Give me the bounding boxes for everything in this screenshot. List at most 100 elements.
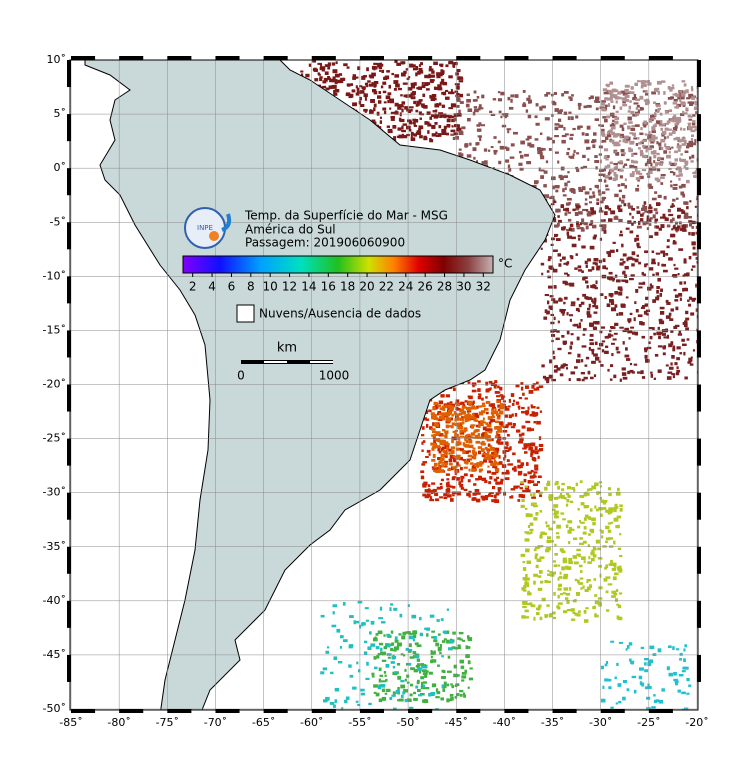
sst-pixel bbox=[580, 587, 583, 590]
sst-pixel bbox=[547, 536, 552, 540]
sst-pixel bbox=[565, 593, 571, 596]
sst-pixel bbox=[513, 131, 518, 135]
sst-pixel bbox=[618, 291, 623, 296]
sst-pixel bbox=[651, 262, 656, 265]
sst-pixel bbox=[605, 590, 609, 594]
sst-pixel bbox=[592, 554, 597, 558]
sst-pixel bbox=[562, 518, 566, 521]
sst-pixel bbox=[328, 85, 333, 90]
sst-pixel bbox=[687, 101, 692, 104]
sst-pixel bbox=[331, 624, 337, 628]
sst-pixel bbox=[467, 454, 473, 458]
sst-pixel bbox=[352, 74, 356, 79]
sst-pixel bbox=[601, 191, 606, 195]
sst-pixel bbox=[472, 406, 478, 410]
sst-pixel bbox=[643, 145, 648, 149]
sst-pixel bbox=[396, 663, 401, 666]
sst-pixel bbox=[629, 362, 633, 366]
sst-pixel bbox=[458, 148, 462, 151]
sst-pixel bbox=[410, 683, 414, 687]
sst-pixel bbox=[675, 372, 680, 376]
sst-pixel bbox=[589, 339, 594, 342]
sst-pixel bbox=[412, 118, 417, 121]
sst-pixel bbox=[613, 562, 617, 567]
sst-pixel bbox=[364, 640, 368, 644]
sst-pixel bbox=[672, 127, 678, 132]
sst-pixel bbox=[644, 90, 648, 94]
sst-pixel bbox=[595, 107, 599, 111]
sst-pixel bbox=[456, 454, 461, 459]
sst-pixel bbox=[578, 304, 582, 308]
sst-pixel bbox=[658, 335, 661, 340]
sst-pixel bbox=[418, 99, 423, 102]
sst-pixel bbox=[460, 694, 463, 697]
sst-pixel bbox=[685, 317, 690, 321]
sst-pixel bbox=[559, 492, 563, 496]
sst-pixel bbox=[339, 73, 343, 76]
sst-pixel bbox=[389, 607, 392, 612]
sst-pixel bbox=[505, 159, 510, 163]
sst-pixel bbox=[559, 109, 563, 112]
sst-pixel bbox=[515, 384, 520, 388]
sst-pixel bbox=[670, 362, 673, 366]
sst-pixel bbox=[547, 480, 551, 484]
sst-pixel bbox=[604, 174, 609, 179]
sst-pixel bbox=[447, 115, 452, 119]
sst-pixel bbox=[431, 79, 434, 84]
sst-pixel bbox=[554, 185, 560, 189]
sst-pixel bbox=[630, 660, 635, 664]
sst-pixel bbox=[613, 172, 617, 176]
sst-pixel bbox=[642, 305, 646, 308]
sst-pixel bbox=[485, 411, 489, 415]
sst-pixel bbox=[534, 412, 539, 416]
legend-label: Nuvens/Ausencia de dados bbox=[259, 307, 421, 321]
sst-pixel bbox=[658, 699, 663, 704]
sst-pixel bbox=[604, 678, 609, 682]
sst-pixel bbox=[526, 161, 532, 165]
sst-pixel bbox=[557, 320, 560, 324]
sst-pixel bbox=[681, 80, 686, 83]
sst-pixel bbox=[644, 354, 648, 359]
colorbar-label: 22 bbox=[379, 280, 394, 294]
sst-pixel bbox=[426, 493, 430, 496]
sst-pixel bbox=[635, 170, 641, 175]
sst-pixel bbox=[438, 125, 442, 129]
sst-pixel bbox=[446, 698, 450, 703]
sst-pixel bbox=[488, 421, 492, 426]
sst-pixel bbox=[657, 345, 663, 348]
sst-pixel bbox=[459, 435, 465, 438]
sst-pixel bbox=[340, 77, 344, 82]
sst-pixel bbox=[681, 183, 686, 188]
sst-pixel bbox=[631, 215, 634, 219]
sst-pixel bbox=[570, 116, 574, 121]
sst-pixel bbox=[535, 565, 539, 568]
sst-pixel bbox=[453, 132, 458, 136]
sst-pixel bbox=[400, 694, 404, 698]
sst-pixel bbox=[633, 317, 636, 322]
sst-pixel bbox=[524, 397, 528, 400]
sst-pixel bbox=[368, 74, 374, 78]
sst-pixel bbox=[538, 385, 544, 389]
sst-pixel bbox=[632, 331, 635, 335]
sst-pixel bbox=[457, 644, 461, 648]
sst-pixel bbox=[346, 83, 352, 87]
sst-pixel bbox=[554, 497, 559, 500]
sst-pixel bbox=[580, 359, 584, 363]
sst-pixel bbox=[619, 139, 622, 143]
sst-pixel bbox=[669, 119, 675, 122]
sst-pixel bbox=[636, 254, 640, 257]
sst-pixel bbox=[495, 391, 501, 394]
sst-pixel bbox=[394, 636, 398, 641]
sst-pixel bbox=[592, 194, 596, 198]
sst-pixel bbox=[598, 153, 602, 156]
sst-pixel bbox=[456, 105, 460, 108]
sst-pixel bbox=[589, 488, 593, 491]
sst-pixel bbox=[343, 639, 348, 643]
sst-pixel bbox=[456, 93, 460, 96]
sst-pixel bbox=[634, 301, 637, 305]
sst-pixel bbox=[432, 422, 436, 426]
sst-pixel bbox=[672, 102, 678, 105]
sst-pixel bbox=[537, 607, 540, 611]
frame-segment bbox=[67, 492, 71, 520]
sst-pixel bbox=[516, 429, 521, 433]
